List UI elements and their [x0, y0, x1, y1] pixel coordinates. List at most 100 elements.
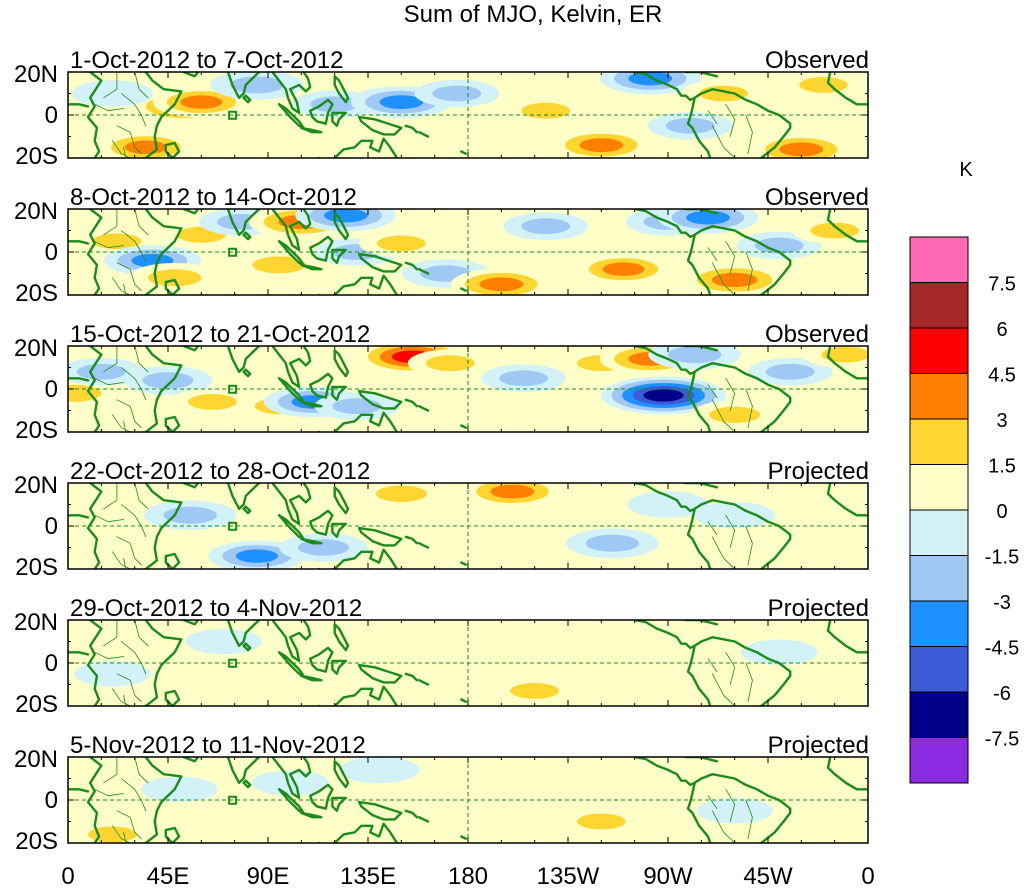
anomaly-contour [627, 491, 709, 518]
coastline [404, 535, 419, 545]
coastline [300, 400, 323, 408]
coastline [308, 646, 334, 673]
coastline [331, 385, 347, 401]
country-border [134, 757, 149, 784]
coastline [164, 278, 181, 295]
y-tick-label: 0 [45, 787, 58, 814]
country-border [725, 788, 736, 822]
country-border [94, 103, 124, 112]
country-border [725, 377, 736, 411]
anomaly-contour [521, 218, 571, 235]
country-border [123, 283, 127, 295]
coastline [460, 287, 467, 292]
coastline [417, 131, 430, 138]
coastline [417, 679, 430, 686]
coastline [357, 252, 403, 273]
coastline [68, 788, 90, 793]
anomaly-contour [72, 80, 153, 107]
country-border [94, 377, 124, 386]
country-border [120, 504, 147, 538]
country-border [112, 277, 131, 295]
colorbar-tick-label: 7.5 [988, 274, 1016, 296]
coastline [317, 548, 399, 569]
coastline [460, 424, 467, 429]
map-panel: 20N 0 20S 29-Oct-2012 to 4-Nov-2012 Projecte… [14, 595, 869, 718]
country-border [120, 778, 147, 812]
anomaly-contour [474, 123, 551, 150]
coastline [460, 561, 467, 566]
colorbar-tick-label: 0 [996, 501, 1007, 523]
anomaly-contour [92, 233, 142, 250]
colorbar-tick-label: -7.5 [985, 729, 1019, 751]
coastline [225, 209, 261, 236]
coastline [693, 636, 792, 706]
anomaly-field [74, 209, 868, 295]
coastline [300, 126, 323, 134]
coastline [633, 346, 696, 376]
x-tick-label: 0 [61, 863, 74, 889]
coastline [225, 72, 261, 99]
coastline [417, 542, 430, 549]
colorbar-swatch [909, 418, 969, 465]
coastline [242, 642, 252, 652]
country-border [120, 367, 147, 401]
colorbar-swatch [909, 373, 969, 420]
colorbar-swatch [909, 509, 969, 556]
anomaly-field [74, 483, 775, 569]
country-border [707, 247, 718, 261]
coastline [404, 809, 419, 819]
country-border [725, 103, 736, 137]
coastline [308, 372, 334, 399]
coastline [681, 72, 719, 78]
anomaly-contour [510, 683, 560, 699]
coastline [308, 98, 334, 125]
x-tick-label: 135E [340, 863, 396, 889]
coastline [68, 377, 90, 382]
panel-date-range: 15-Oct-2012 to 21-Oct-2012 [70, 321, 370, 348]
country-border [707, 795, 718, 809]
coastline [686, 507, 712, 569]
country-border [103, 483, 118, 510]
map-outline [68, 620, 868, 706]
country-border [745, 388, 753, 429]
colorbar-tick-label: -3 [993, 592, 1011, 614]
y-tick-label: 20S [15, 691, 58, 718]
coastline [300, 537, 323, 545]
coastline [404, 672, 419, 682]
anomaly-contour [499, 370, 548, 387]
coastline [86, 620, 103, 706]
coastline [317, 822, 399, 843]
coastline [681, 757, 719, 763]
panel-date-range: 1-Oct-2012 to 7-Oct-2012 [70, 47, 343, 74]
y-tick-label: 0 [45, 650, 58, 677]
coastline [182, 72, 200, 78]
anomaly-contour [74, 661, 151, 687]
y-tick-label: 20N [14, 198, 58, 225]
coastline [308, 235, 334, 262]
coastline [681, 483, 719, 489]
coastline [164, 552, 181, 569]
coastline [300, 674, 323, 682]
map-panel: 20N 0 20S 8-Oct-2012 to 14-Oct-2012 Observed [14, 184, 869, 307]
coastline [693, 773, 792, 843]
country-border [123, 557, 127, 569]
anomaly-contour [699, 85, 748, 102]
coastline [686, 96, 712, 158]
anomaly-contour [694, 501, 775, 529]
anomaly-contour [338, 757, 420, 784]
country-border [123, 420, 127, 432]
y-tick-label: 20S [15, 554, 58, 581]
country-border [94, 240, 124, 249]
country-border [712, 536, 736, 569]
country-border [103, 209, 118, 236]
anomaly-contour [740, 639, 818, 665]
coastline [826, 483, 868, 517]
x-tick-label: 0 [861, 863, 874, 889]
country-border [123, 146, 127, 158]
country-border [112, 140, 131, 158]
y-tick-label: 20S [15, 828, 58, 855]
coastline [633, 620, 696, 650]
coastline [86, 757, 103, 843]
coastline [417, 405, 430, 412]
coastline [686, 233, 712, 295]
